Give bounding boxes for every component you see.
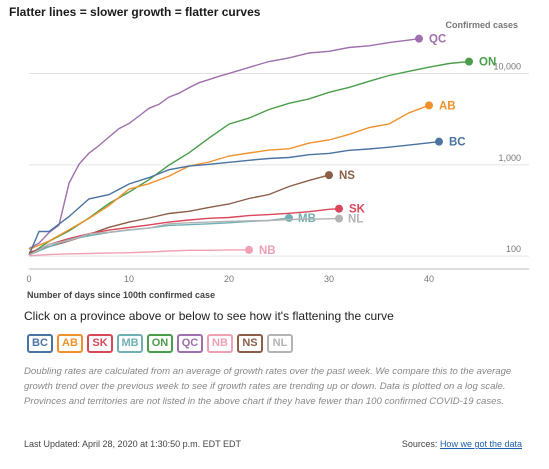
series-label-nl: NL: [348, 214, 363, 226]
series-line-bc: [28, 141, 440, 256]
province-button-mb[interactable]: MB: [117, 334, 143, 353]
series-endpoint-nl: [335, 214, 343, 223]
y-axis-label: Confirmed cases: [445, 20, 518, 30]
y-tick-label: 100: [506, 244, 521, 254]
x-tick-label: 10: [124, 274, 134, 284]
methodology-note: Doubling rates are calculated from an av…: [24, 366, 512, 407]
series-label-sk: SK: [349, 204, 366, 216]
sources-link[interactable]: How we got the data: [439, 439, 522, 449]
series-line-sk: [28, 208, 340, 256]
series-line-nb: [28, 249, 249, 257]
province-button-sk[interactable]: SK: [87, 334, 113, 353]
y-tick-label: 1,000: [498, 153, 521, 163]
series-endpoint-qc: [415, 34, 423, 43]
province-button-bar: BC AB SK MB ON QC NB NS NL: [27, 334, 293, 353]
series-label-bc: BC: [449, 137, 466, 149]
y-tick-label: 10,000: [493, 62, 521, 72]
province-button-nb[interactable]: NB: [207, 334, 233, 353]
sources: Sources: How we got the data: [402, 439, 522, 449]
province-button-ns[interactable]: NS: [237, 334, 263, 353]
x-tick-label: 0: [26, 274, 31, 284]
x-tick-label: 20: [224, 274, 234, 284]
province-button-qc[interactable]: QC: [177, 334, 203, 353]
province-button-bc[interactable]: BC: [27, 334, 53, 353]
series-line-nl: [28, 217, 340, 257]
series-line-qc: [28, 38, 420, 250]
province-button-nl[interactable]: NL: [267, 334, 293, 353]
series-label-ab: AB: [439, 100, 456, 112]
line-chart: 100 1,000 10,000 0 10 20 30 40 Confirmed cases QC…: [26, 20, 529, 284]
x-tick-label: 30: [324, 274, 334, 284]
series-endpoint-ab: [425, 101, 433, 110]
series-label-on: ON: [479, 57, 496, 69]
series-label-nb: NB: [259, 245, 276, 257]
chart-title: Flatter lines = slower growth = flatter …: [9, 5, 261, 19]
province-button-on[interactable]: ON: [147, 334, 173, 353]
series-line-ab: [28, 104, 430, 250]
sources-label: Sources:: [401, 439, 438, 449]
series-label-ns: NS: [339, 170, 355, 182]
series-line-on: [28, 60, 470, 256]
series-endpoint-mb: [285, 213, 293, 222]
series-endpoint-nb: [245, 245, 253, 254]
last-updated: Last Updated: April 28, 2020 at 1:30:50 …: [24, 439, 241, 449]
series-label-qc: QC: [429, 34, 446, 46]
instruction-text: Click on a province above or below to se…: [24, 309, 394, 323]
x-tick-label: 40: [424, 274, 434, 284]
province-button-ab[interactable]: AB: [57, 334, 83, 353]
series-endpoint-sk: [335, 204, 343, 213]
x-axis-label: Number of days since 100th confirmed cas…: [27, 290, 216, 300]
series-endpoint-ns: [325, 171, 333, 180]
series-endpoint-bc: [435, 137, 443, 146]
series-endpoint-on: [465, 57, 473, 66]
